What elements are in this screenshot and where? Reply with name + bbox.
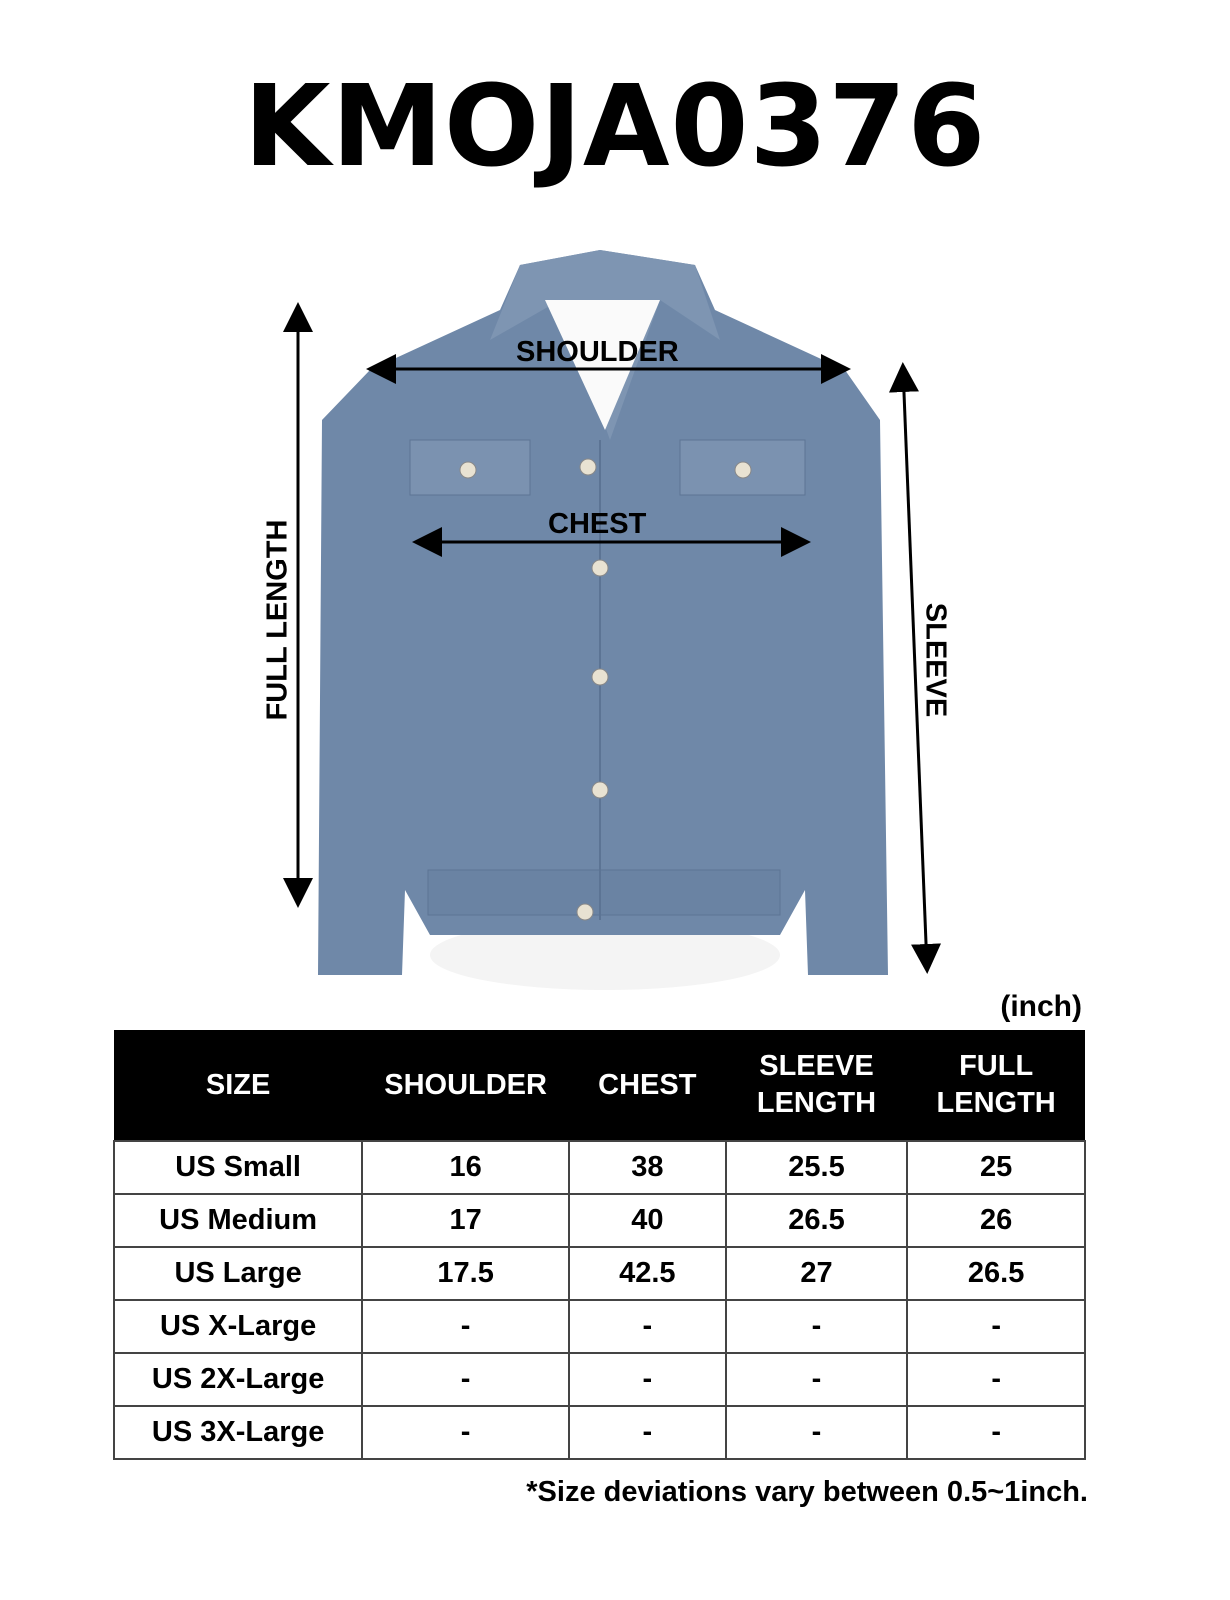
shoulder-label: SHOULDER — [516, 336, 679, 368]
header-size: SIZE — [114, 1030, 363, 1141]
measurement-cell: 27 — [724, 1246, 909, 1301]
header-text: FULL — [959, 1050, 1034, 1082]
measurement-cell: 17 — [361, 1193, 570, 1248]
measurement-cell: - — [724, 1352, 909, 1407]
measurement-cell: - — [906, 1299, 1086, 1354]
measurement-cell: - — [361, 1405, 570, 1460]
table-row: US Small 16 38 25.5 25 — [112, 1140, 1086, 1195]
header-text: LENGTH — [936, 1087, 1056, 1119]
jacket-image — [318, 250, 888, 990]
header-sleeve-length: SLEEVE LENGTH — [725, 1030, 908, 1141]
jacket-diagram — [283, 250, 942, 990]
table-row: US Large 17.5 42.5 27 26.5 — [112, 1246, 1086, 1301]
size-cell: US 3X-Large — [112, 1405, 364, 1460]
measurement-cell: 40 — [567, 1193, 727, 1248]
measurement-cell: - — [361, 1299, 570, 1354]
header-full-length: FULL LENGTH — [907, 1030, 1085, 1141]
chest-label: CHEST — [548, 508, 647, 540]
size-cell: US Medium — [112, 1193, 364, 1248]
size-cell: US X-Large — [112, 1299, 364, 1354]
size-cell: US Large — [112, 1246, 364, 1301]
measurement-cell: - — [724, 1299, 909, 1354]
table-header-row: SIZE SHOULDER CHEST SLEEVE LENGTH FULL LEN… — [114, 1030, 1085, 1141]
size-cell: US 2X-Large — [112, 1352, 364, 1407]
size-table: SIZE SHOULDER CHEST SLEEVE LENGTH FULL LEN… — [112, 1030, 1086, 1460]
measurement-cell: 42.5 — [567, 1246, 727, 1301]
product-code-title: KMOJA0376 — [243, 62, 987, 192]
table-row: US X-Large - - - - — [112, 1299, 1086, 1354]
full-length-label: FULL LENGTH — [261, 519, 294, 721]
unit-label: (inch) — [1000, 990, 1082, 1023]
table-row: US 3X-Large - - - - — [112, 1405, 1086, 1460]
size-note: *Size deviations vary between 0.5~1inch. — [526, 1476, 1088, 1508]
measurement-cell: 26.5 — [724, 1193, 909, 1248]
measurement-cell: - — [724, 1405, 909, 1460]
header-text: SLEEVE — [759, 1050, 874, 1082]
header-text: LENGTH — [756, 1087, 877, 1119]
measurement-cell: 26 — [906, 1193, 1086, 1248]
measurement-cell: 25.5 — [724, 1140, 909, 1195]
sleeve-label: SLEEVE — [919, 602, 952, 718]
table-row: US 2X-Large - - - - — [112, 1352, 1086, 1407]
table-row: US Medium 17 40 26.5 26 — [112, 1193, 1086, 1248]
measurement-cell: - — [906, 1352, 1086, 1407]
size-cell: US Small — [112, 1140, 364, 1195]
measurement-cell: 38 — [567, 1140, 727, 1195]
measurement-cell: 26.5 — [906, 1246, 1086, 1301]
header-chest: CHEST — [568, 1030, 726, 1141]
measurement-cell: - — [361, 1352, 570, 1407]
measurement-cell: - — [567, 1299, 727, 1354]
measurement-cell: - — [906, 1405, 1086, 1460]
sleeve-arrow — [888, 362, 942, 974]
measurement-cell: 16 — [361, 1140, 570, 1195]
measurement-cell: - — [567, 1352, 727, 1407]
measurement-cell: 25 — [906, 1140, 1086, 1195]
header-shoulder: SHOULDER — [362, 1030, 569, 1141]
measurement-cell: - — [567, 1405, 727, 1460]
measurement-cell: 17.5 — [361, 1246, 570, 1301]
